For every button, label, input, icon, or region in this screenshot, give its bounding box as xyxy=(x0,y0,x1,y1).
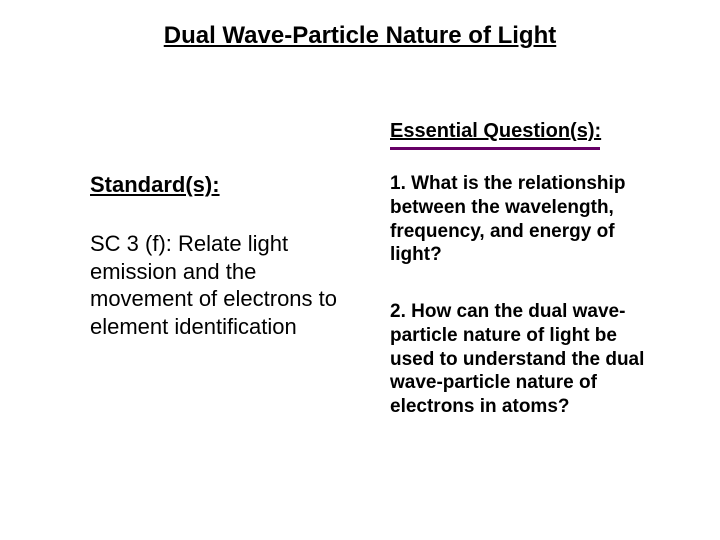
essential-questions-heading: Essential Question(s): xyxy=(390,120,601,143)
page-title: Dual Wave-Particle Nature of Light xyxy=(0,22,720,50)
accent-underline xyxy=(390,147,600,150)
essential-question-1: 1. What is the relationship between the … xyxy=(390,172,650,267)
standards-heading: Standard(s): xyxy=(90,172,220,198)
essential-question-2: 2. How can the dual wave-particle nature… xyxy=(390,300,650,419)
standards-body: SC 3 (f): Relate light emission and the … xyxy=(90,230,340,340)
